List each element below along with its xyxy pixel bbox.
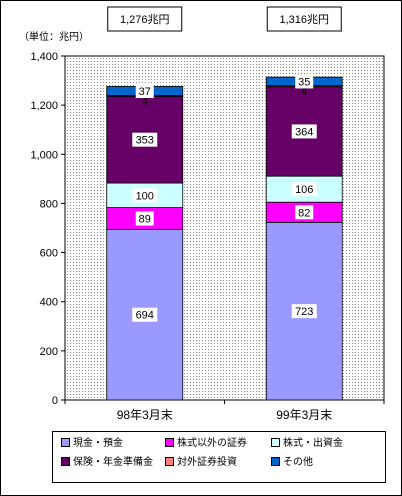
y-tick-label: 400 xyxy=(40,297,58,309)
data-label-box xyxy=(132,132,158,147)
data-label: 694 xyxy=(136,310,154,322)
legend-label: その他 xyxy=(283,457,313,468)
bar-stack: 723 82 106 364 435 xyxy=(265,74,343,401)
data-label-box xyxy=(132,188,158,203)
data-label-box xyxy=(295,74,314,89)
bar-segment xyxy=(106,182,184,209)
legend-label: 株式・出資金 xyxy=(283,438,343,449)
data-label: 82 xyxy=(298,207,310,219)
legend-item: その他 xyxy=(271,456,313,470)
unit-label: （単位：兆円） xyxy=(19,30,89,43)
legend-item: 対外証券投資 xyxy=(165,456,237,470)
legend-label: 株式以外の証券 xyxy=(177,438,247,449)
data-label-box xyxy=(291,182,317,197)
legend-swatch xyxy=(271,456,280,466)
legend-item: 保険・年金準備金 xyxy=(61,456,153,470)
total-label: 1,316兆円 xyxy=(279,13,329,26)
y-tick-label: 1,400 xyxy=(30,51,58,63)
data-label-box xyxy=(135,211,154,226)
y-tick-label: 1,200 xyxy=(30,100,58,112)
data-label-box xyxy=(132,307,158,322)
legend: 現金・預金 株式以外の証券 株式・出資金保険・年金準備金 対外証券投資 その他 xyxy=(52,431,386,483)
y-tick-label: 1,000 xyxy=(30,149,58,161)
legend-label: 保険・年金準備金 xyxy=(73,457,153,468)
legend-item: 株式・出資金 xyxy=(271,437,343,451)
data-label: 89 xyxy=(139,214,151,226)
legend-swatch xyxy=(165,456,174,466)
total-label-box xyxy=(107,6,183,32)
data-label: 37 xyxy=(139,86,151,98)
legend-swatch xyxy=(271,437,280,447)
y-tick-label: 0 xyxy=(52,395,58,407)
y-tick-label: 600 xyxy=(40,248,58,260)
legend-label: 現金・預金 xyxy=(73,438,123,449)
total-label-box xyxy=(266,6,342,32)
category-label: 99年3月末 xyxy=(276,408,332,422)
data-label: 723 xyxy=(295,306,313,318)
data-label: 364 xyxy=(295,126,313,138)
data-label: 353 xyxy=(136,135,154,147)
legend-swatch xyxy=(61,456,70,466)
category-label: 98年3月末 xyxy=(117,408,173,422)
data-label: 106 xyxy=(295,184,313,196)
data-label-box xyxy=(291,304,317,319)
data-label-box xyxy=(291,124,317,139)
legend-swatch xyxy=(61,437,70,447)
legend-label: 対外証券投資 xyxy=(177,457,237,468)
legend-item: 現金・預金 xyxy=(61,437,123,451)
data-label: 100 xyxy=(136,190,154,202)
data-label: 35 xyxy=(298,76,310,88)
legend-swatch xyxy=(165,437,174,447)
data-label-box xyxy=(135,84,154,99)
data-label: 4 xyxy=(301,86,307,98)
y-tick-label: 800 xyxy=(40,198,58,210)
data-label: 4 xyxy=(142,96,148,108)
data-label-box xyxy=(295,205,314,220)
bar-stack: 694 89 100 353 437 xyxy=(106,84,184,401)
y-tick-label: 200 xyxy=(40,346,58,358)
legend-item: 株式以外の証券 xyxy=(165,437,247,451)
total-label: 1,276兆円 xyxy=(120,13,170,26)
